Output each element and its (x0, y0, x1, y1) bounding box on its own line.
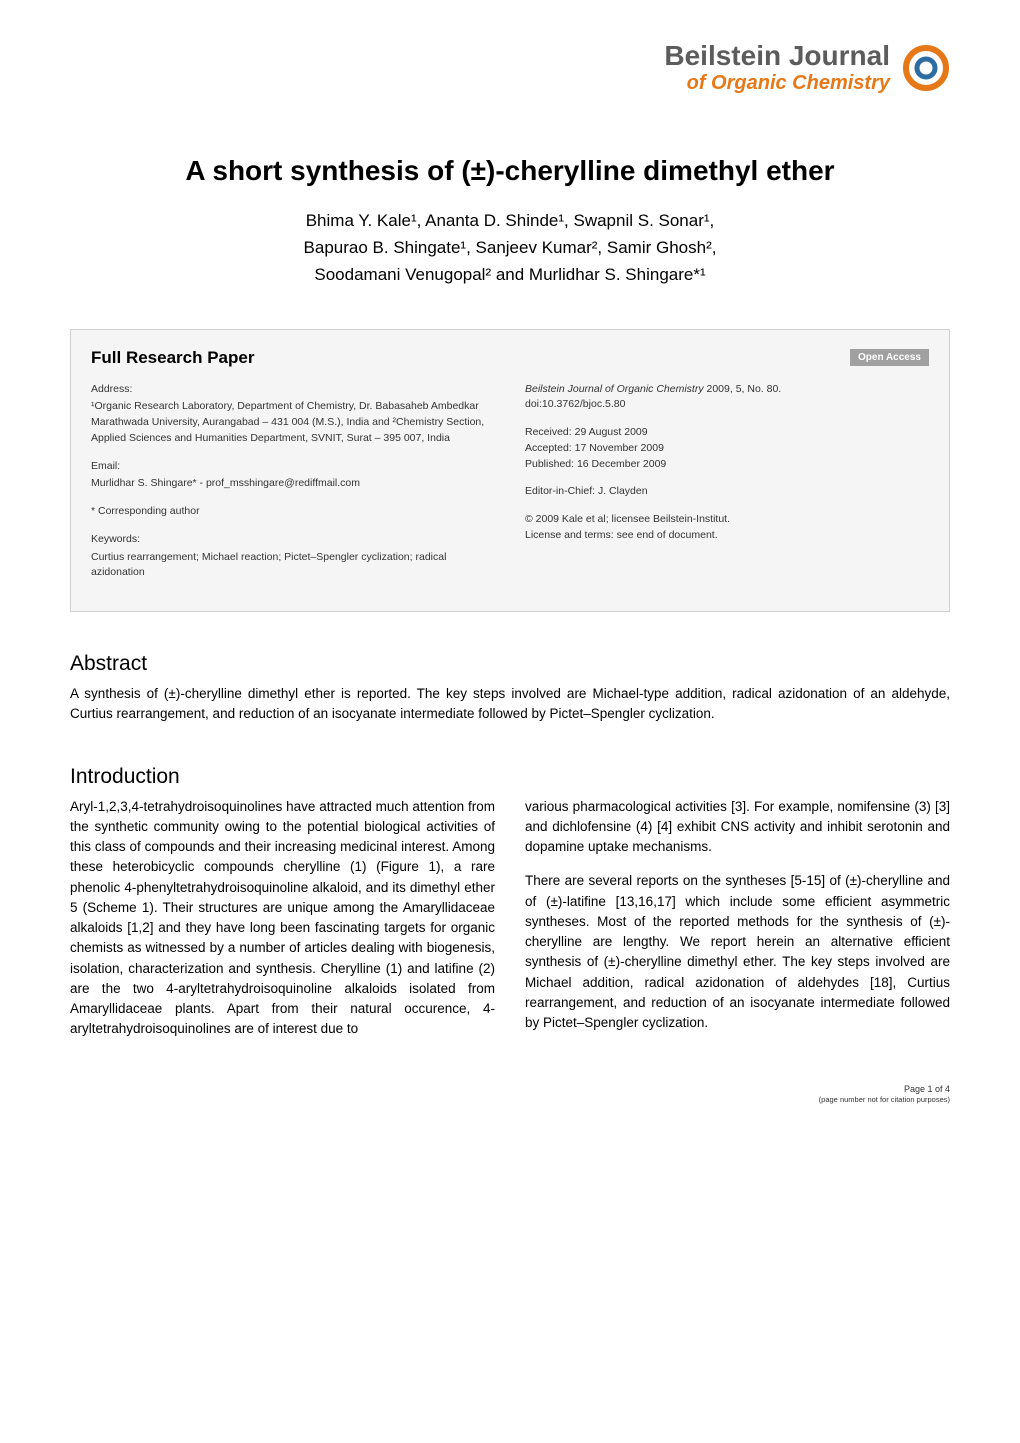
journal-logo-icon (902, 44, 950, 92)
journal-logo: Beilstein Journal of Organic Chemistry (664, 40, 950, 95)
doi: doi:10.3762/bjoc.5.80 (525, 397, 929, 413)
authors-line: Soodamani Venugopal² and Murlidhar S. Sh… (70, 261, 950, 288)
info-columns: Address: ¹Organic Research Laboratory, D… (91, 382, 929, 594)
abstract-heading: Abstract (70, 652, 950, 676)
license-line: © 2009 Kale et al; licensee Beilstein-In… (525, 512, 929, 528)
journal-subtitle: of Organic Chemistry (664, 72, 890, 95)
citation-line: Beilstein Journal of Organic Chemistry 2… (525, 382, 929, 398)
info-left-column: Address: ¹Organic Research Laboratory, D… (91, 382, 495, 594)
article-title: A short synthesis of (±)-cherylline dime… (70, 155, 950, 187)
corresponding-author: * Corresponding author (91, 504, 495, 520)
open-access-badge: Open Access (850, 349, 929, 366)
authors-line: Bhima Y. Kale¹, Ananta D. Shinde¹, Swapn… (70, 207, 950, 234)
intro-paragraph: various pharmacological activities [3]. … (525, 797, 950, 858)
email-text: Murlidhar S. Shingare* - prof_msshingare… (91, 476, 495, 492)
intro-right-column: various pharmacological activities [3]. … (525, 797, 950, 1054)
received-date: Received: 29 August 2009 (525, 425, 929, 441)
page-footer: Page 1 of 4 (page number not for citatio… (70, 1084, 950, 1105)
accepted-date: Accepted: 17 November 2009 (525, 441, 929, 457)
license-line: License and terms: see end of document. (525, 528, 929, 544)
article-info-box: Full Research Paper Open Access Address:… (70, 329, 950, 613)
citation-rest: 2009, 5, No. 80. (704, 383, 782, 395)
introduction-columns: Aryl-1,2,3,4-tetrahydroisoquinolines hav… (70, 797, 950, 1054)
authors-line: Bapurao B. Shingate¹, Sanjeev Kumar², Sa… (70, 234, 950, 261)
intro-paragraph: There are several reports on the synthes… (525, 871, 950, 1033)
email-label: Email: (91, 459, 495, 475)
keywords-text: Curtius rearrangement; Michael reaction;… (91, 550, 495, 582)
address-label: Address: (91, 382, 495, 398)
intro-left-column: Aryl-1,2,3,4-tetrahydroisoquinolines hav… (70, 797, 495, 1054)
authors-block: Bhima Y. Kale¹, Ananta D. Shinde¹, Swapn… (70, 207, 950, 289)
published-date: Published: 16 December 2009 (525, 457, 929, 473)
page-number: Page 1 of 4 (70, 1084, 950, 1096)
keywords-label: Keywords: (91, 532, 495, 548)
editor: Editor-in-Chief: J. Clayden (525, 484, 929, 500)
info-header: Full Research Paper Open Access (91, 348, 929, 368)
info-right-column: Beilstein Journal of Organic Chemistry 2… (525, 382, 929, 594)
introduction-heading: Introduction (70, 765, 950, 789)
abstract-text: A synthesis of (±)-cherylline dimethyl e… (70, 684, 950, 725)
journal-title-block: Beilstein Journal of Organic Chemistry (664, 40, 890, 95)
page-note: (page number not for citation purposes) (70, 1095, 950, 1105)
paper-type: Full Research Paper (91, 348, 254, 368)
intro-paragraph: Aryl-1,2,3,4-tetrahydroisoquinolines hav… (70, 797, 495, 1040)
citation-journal: Beilstein Journal of Organic Chemistry (525, 383, 704, 395)
journal-header: Beilstein Journal of Organic Chemistry (70, 40, 950, 95)
journal-name: Beilstein Journal (664, 40, 890, 72)
address-text: ¹Organic Research Laboratory, Department… (91, 399, 495, 446)
